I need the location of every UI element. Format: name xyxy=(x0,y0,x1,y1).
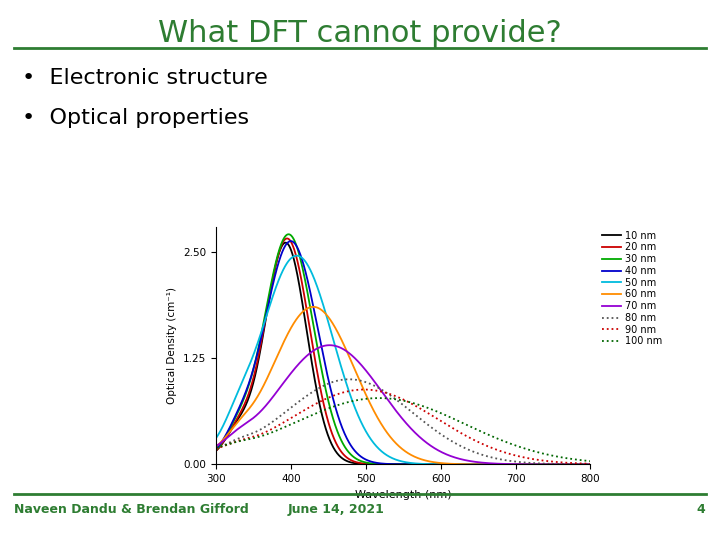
Text: Naveen Dandu & Brendan Gifford: Naveen Dandu & Brendan Gifford xyxy=(14,503,249,516)
X-axis label: Wavelength (nm): Wavelength (nm) xyxy=(355,490,451,500)
Text: •  Optical properties: • Optical properties xyxy=(22,108,248,128)
Y-axis label: Optical Density (cm⁻¹): Optical Density (cm⁻¹) xyxy=(168,287,177,404)
Legend: 10 nm, 20 nm, 30 nm, 40 nm, 50 nm, 60 nm, 70 nm, 80 nm, 90 nm, 100 nm: 10 nm, 20 nm, 30 nm, 40 nm, 50 nm, 60 nm… xyxy=(598,227,666,350)
Text: June 14, 2021: June 14, 2021 xyxy=(288,503,385,516)
Text: What DFT cannot provide?: What DFT cannot provide? xyxy=(158,19,562,48)
Text: 4: 4 xyxy=(697,503,706,516)
Text: •  Electronic structure: • Electronic structure xyxy=(22,68,267,87)
